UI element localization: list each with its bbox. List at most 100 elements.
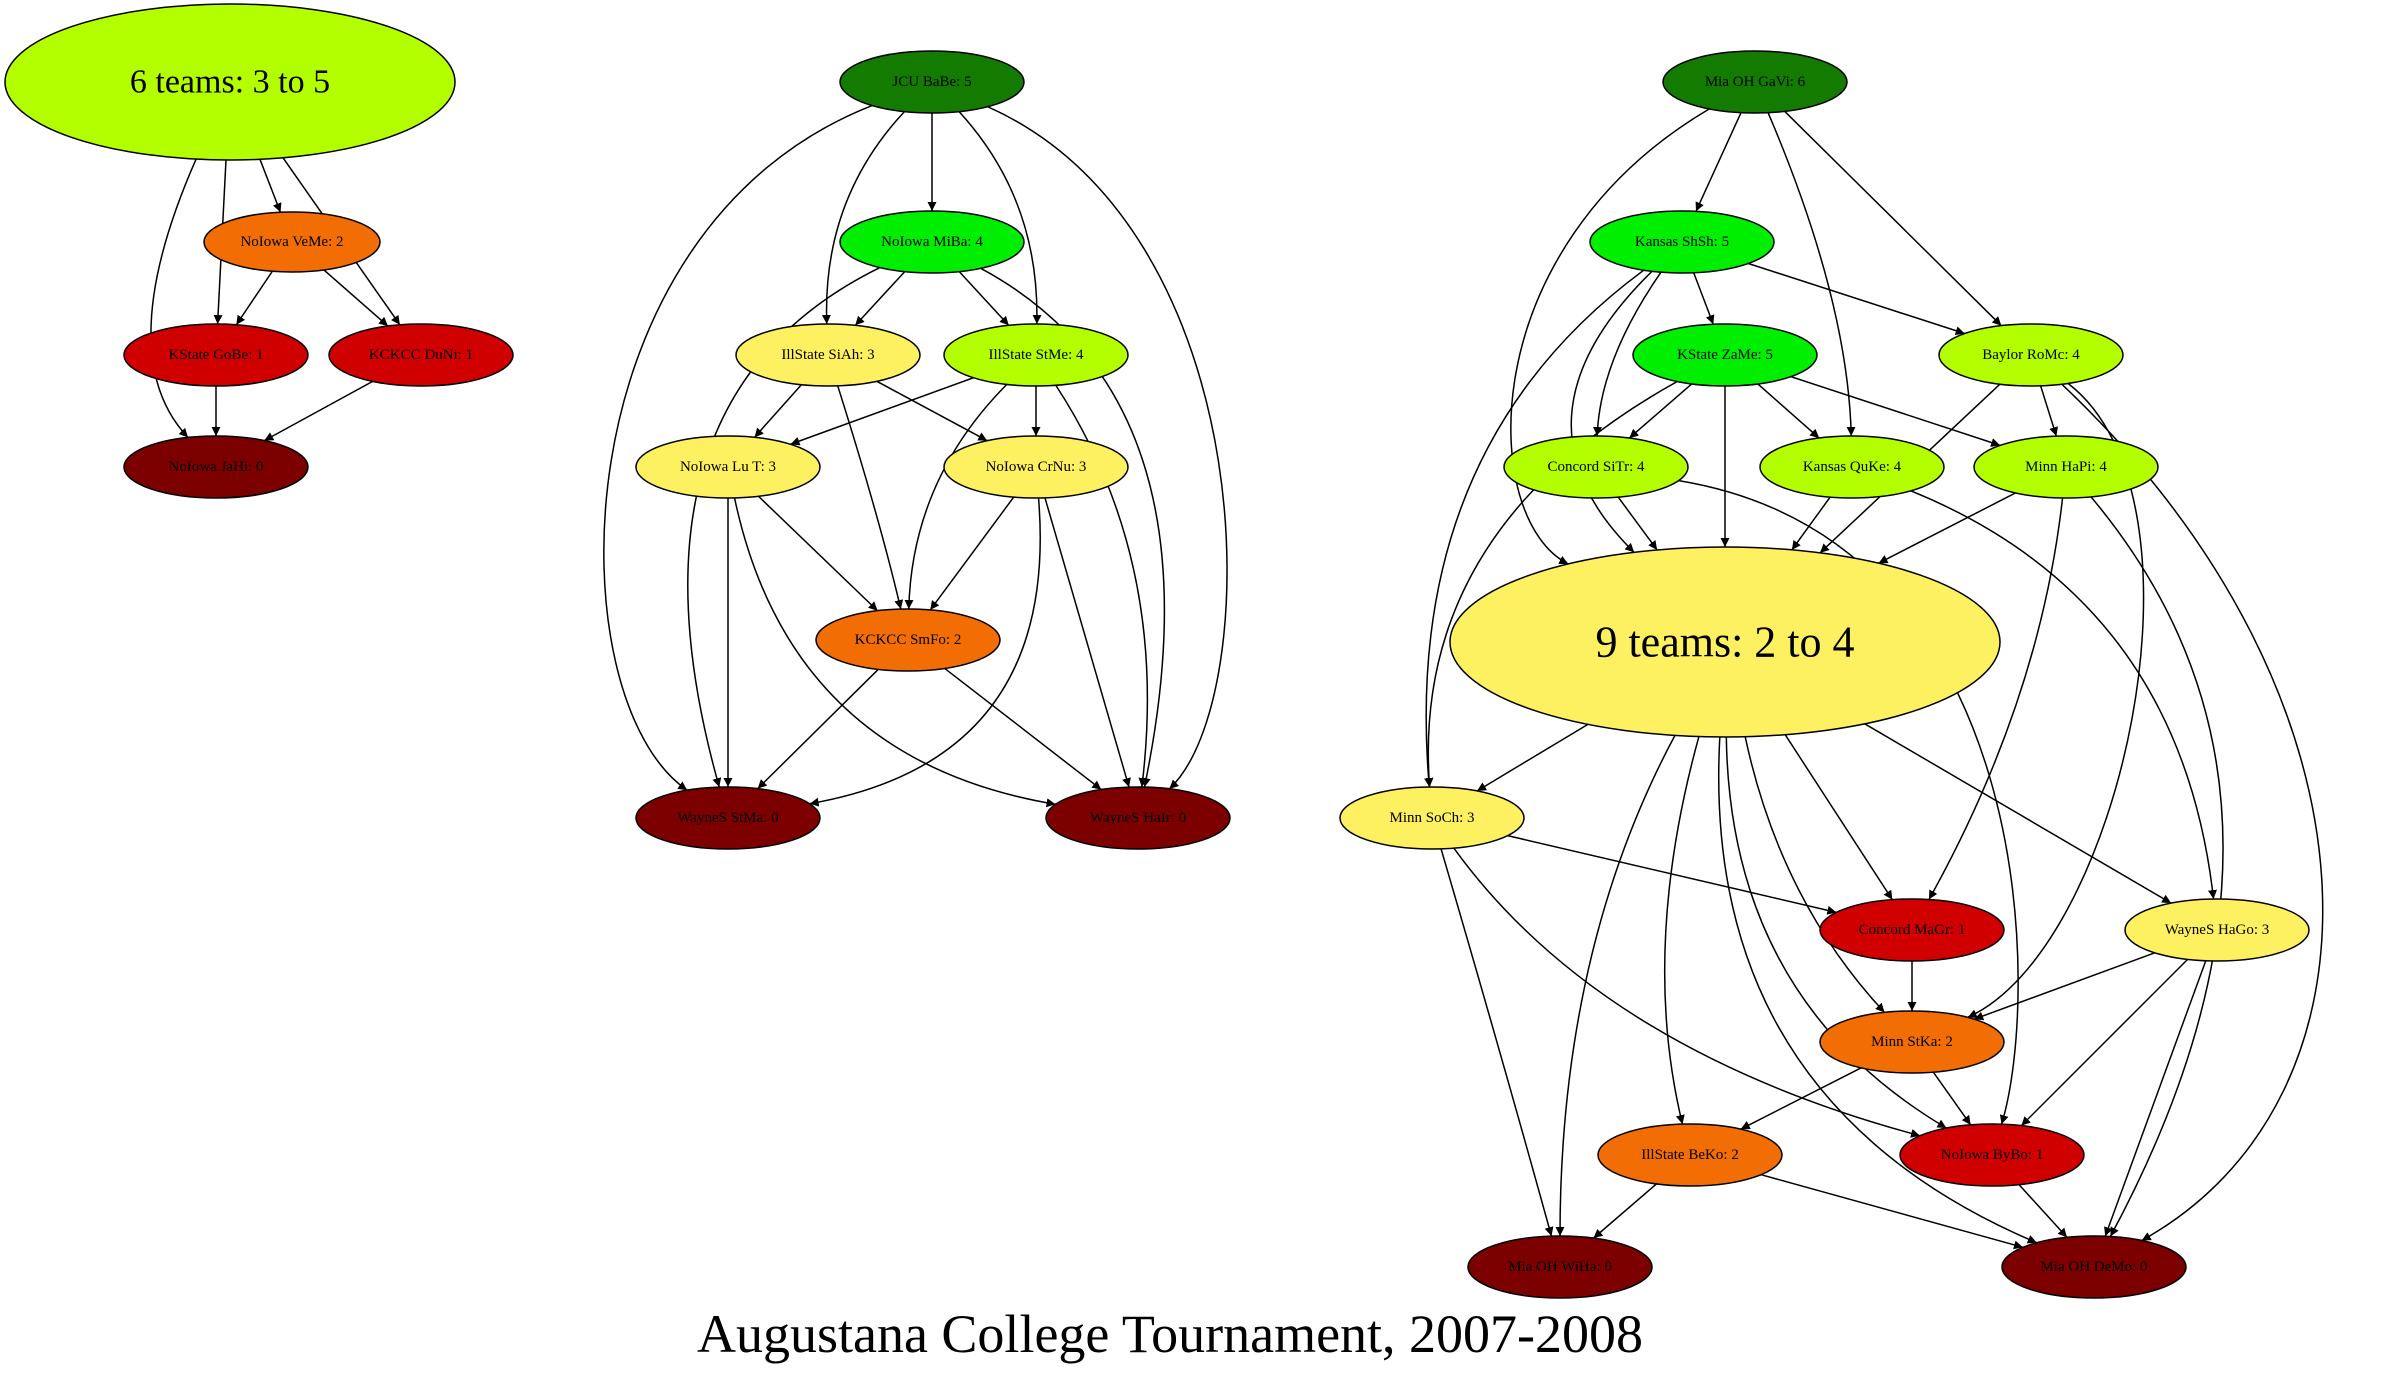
edge-wshg-to-modm <box>2104 960 2207 1237</box>
edge-line <box>1767 112 1856 437</box>
node-ellipse <box>1819 898 2005 962</box>
edge-line <box>1878 492 2016 564</box>
node-nicn: NoIowa CrNu: 3 <box>943 435 1129 499</box>
node-ellipse <box>1589 210 1775 274</box>
edge-mihp-to-modm <box>2090 496 2224 1237</box>
edge-wshg-to-niby <box>2020 958 2189 1127</box>
edge-cost-to-g9 <box>1617 496 1658 551</box>
edge-line <box>1617 496 1658 551</box>
node-label: IllState BeKo: 2 <box>1641 1147 1739 1163</box>
edge-line <box>1748 262 1965 336</box>
edge-line <box>1790 375 2001 447</box>
node-ellipse <box>635 435 821 499</box>
edge-line <box>1692 272 1715 325</box>
edge-isbk-to-modm <box>1760 1173 2024 1250</box>
edge-line <box>876 380 988 442</box>
edge-line <box>1476 723 1589 792</box>
edge-g9-to-misk <box>1744 736 1886 1013</box>
graph-title: Augustana College Tournament, 2007-2008 <box>697 1304 1643 1364</box>
node-label: NoIowa JaHi: 0 <box>169 459 264 475</box>
node-kszm: KState ZaMe: 5 <box>1632 323 1818 387</box>
edge-mogv-to-kaqk <box>1767 112 1856 437</box>
node-ellipse <box>1819 1010 2005 1074</box>
edge-line <box>1757 383 1820 439</box>
edge-line <box>944 667 1102 791</box>
edge-line <box>1678 479 2019 1125</box>
edge-line <box>757 668 879 790</box>
edge-line <box>1928 497 2064 900</box>
edge-line <box>987 106 1228 790</box>
edge-line <box>1744 736 1886 1013</box>
node-label: NoIowa CrNu: 3 <box>986 459 1087 475</box>
node-ellipse <box>2001 1235 2187 1299</box>
edge-line <box>1440 848 1554 1237</box>
node-ellipse <box>4 3 456 161</box>
edge-line <box>821 111 905 325</box>
node-label: Mia OH WiHa: 0 <box>1508 1259 1612 1275</box>
edge-line <box>1424 269 1645 788</box>
edge-g6-to-nijh <box>150 158 197 438</box>
node-modm: Mia OH DeMo: 0 <box>2001 1235 2187 1299</box>
edge-line <box>2018 1184 2068 1238</box>
node-ellipse <box>1045 786 1231 850</box>
node-label: Concord SiTr: 4 <box>1548 459 1645 475</box>
edge-line <box>1055 384 1149 788</box>
edge-line <box>2104 960 2207 1237</box>
node-g9: 9 teams: 2 to 4 <box>1449 546 2001 738</box>
node-label: 9 teams: 2 to 4 <box>1595 618 1854 667</box>
edge-line <box>836 385 904 610</box>
edge-layer <box>150 104 2324 1250</box>
node-label: Minn HaPi: 4 <box>2025 459 2107 475</box>
edge-line <box>1932 1071 1972 1126</box>
node-nivm: NoIowa VeMe: 2 <box>203 211 381 273</box>
edge-line <box>259 159 282 213</box>
node-ellipse <box>735 323 921 387</box>
edge-g9-to-modm <box>1718 736 2038 1244</box>
node-ellipse <box>203 211 381 273</box>
edge-line <box>757 495 879 612</box>
edge-line <box>929 496 1015 611</box>
edge-line <box>1555 735 1676 1237</box>
edge-g9-to-misc <box>1476 723 1589 792</box>
node-ksgb: KState GoBe: 1 <box>123 323 309 387</box>
node-kcdn: KCKCC DuNi: 1 <box>328 323 514 387</box>
edge-kaqk-to-wshg <box>1910 490 2217 900</box>
edge-line <box>1570 270 1653 553</box>
edge-misk-to-niby <box>1932 1071 1972 1126</box>
node-kcsf: KCKCC SmFo: 2 <box>815 608 1001 672</box>
node-kaqk: Kansas QuKe: 4 <box>1759 435 1945 499</box>
edge-line <box>2090 496 2224 1237</box>
edge-kszm-to-misc <box>1424 380 1678 788</box>
edge-nicn-to-wsha <box>1044 497 1131 788</box>
edge-line <box>2039 385 2058 437</box>
edge-line <box>753 384 803 438</box>
edge-line <box>958 271 1010 326</box>
edge-line <box>904 383 1008 610</box>
node-ellipse <box>1503 435 1689 499</box>
node-misk: Minn StKa: 2 <box>1819 1010 2005 1074</box>
node-label: WayneS StMa: 0 <box>677 810 778 826</box>
edge-g9-to-isbk <box>1663 736 1700 1125</box>
node-wsha: WayneS HaIr: 0 <box>1045 786 1231 850</box>
node-label: NoIowa Lu T: 3 <box>680 459 776 475</box>
edge-line <box>1784 110 2002 327</box>
edge-kssh-to-g9 <box>1570 270 1653 553</box>
edge-line <box>1593 271 1662 437</box>
edge-kszm-to-cost <box>1628 383 1693 439</box>
edge-line <box>1510 108 1710 565</box>
node-label: KState ZaMe: 5 <box>1677 347 1773 363</box>
node-wshg: WayneS HaGo: 3 <box>2124 898 2310 962</box>
node-ellipse <box>1632 323 1818 387</box>
node-wssm: WayneS StMa: 0 <box>635 786 821 850</box>
node-label: Kansas QuKe: 4 <box>1803 459 1902 475</box>
edge-line <box>323 269 389 327</box>
node-isst: IllState StMe: 4 <box>943 323 1129 387</box>
edge-jcub-to-issa <box>821 111 905 325</box>
node-ellipse <box>1938 323 2124 387</box>
node-label: Kansas ShSh: 5 <box>1635 234 1729 250</box>
node-mogv: Mia OH GaVi: 6 <box>1662 50 1848 114</box>
edge-isst-to-nilt <box>790 377 974 446</box>
node-ellipse <box>123 435 309 499</box>
edge-baro-to-modm <box>2061 383 2324 1242</box>
node-isbk: IllState BeKo: 2 <box>1597 1123 1783 1187</box>
